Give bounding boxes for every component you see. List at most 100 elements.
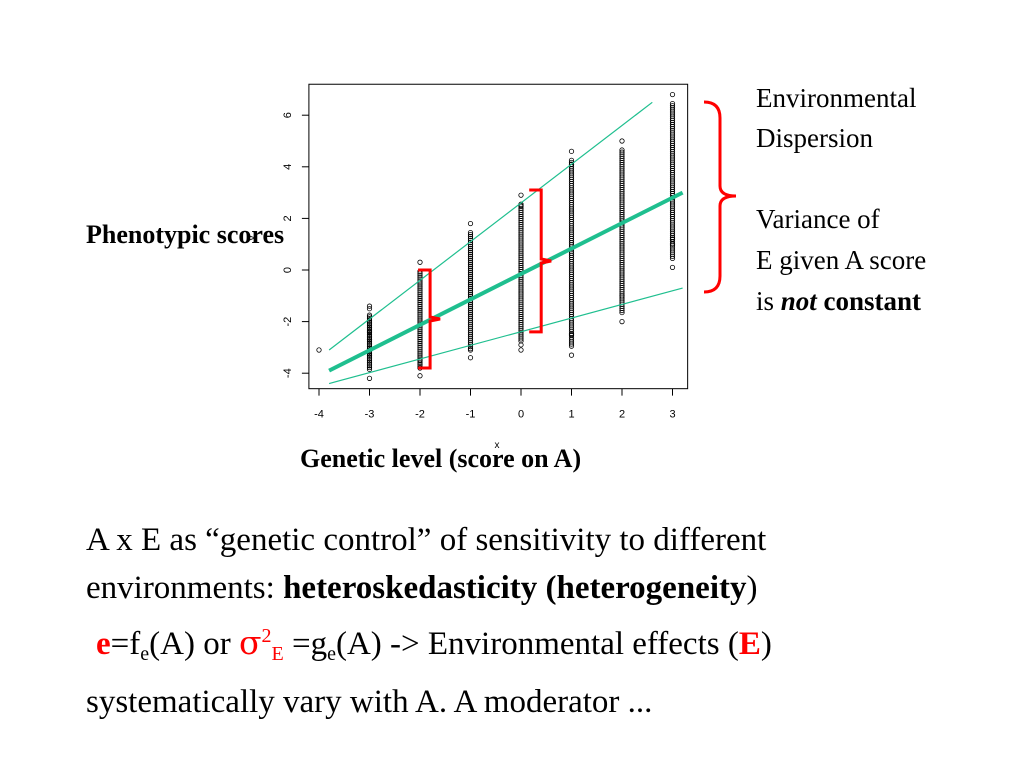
data-point [619,318,625,325]
environmental-dispersion-brace [703,100,737,294]
sub-e2: e [327,643,336,665]
data-point [417,284,423,290]
close-paren: ) [760,626,772,662]
axes: -4 -3 -2 -1 0 1 2 3 -4 -2 0 2 4 6 [282,112,676,421]
data-point [417,309,423,315]
data-point [467,229,474,236]
data-point [417,297,423,304]
data-point [518,192,524,198]
data-point [366,356,373,362]
data-point [417,342,423,348]
data-point [417,340,423,346]
y-axis-title: Phenotypic scores [86,220,285,249]
data-point [366,361,373,367]
data-point [366,326,373,332]
data-point [417,344,423,350]
data-point [417,307,423,313]
data-point [417,288,423,294]
body-line-2: environments: heteroskedasticity (hetero… [86,564,986,612]
data-point [417,346,423,352]
fit-line-lower [328,287,683,385]
symbol-e: e [96,626,111,662]
data-point [417,278,423,284]
data-point [366,306,373,312]
data-point [467,220,474,227]
y-tick-label: -4 [282,368,294,378]
data-point [417,272,423,278]
data-point [366,340,373,346]
data-point [417,303,423,309]
y-tick-label: 2 [282,215,294,221]
data-point [366,359,373,365]
data-point [366,375,373,381]
data-points [316,91,676,381]
data-point [366,352,373,358]
data-point [417,292,423,298]
data-point [366,312,373,318]
data-point [366,338,373,344]
x-axis-name: x [495,440,500,451]
x-tick-label: 0 [518,409,524,421]
sigma-symbol: σ [238,623,262,662]
eq-ge: =g [283,626,328,662]
data-point [467,355,474,361]
sub-E: E [271,643,284,665]
data-point [417,331,423,337]
annotation-constant: constant [816,286,922,316]
data-point [417,294,423,300]
data-point [366,323,373,329]
x-axis-title: Genetic level (score on A) [300,444,582,473]
data-point [366,321,373,327]
data-point [417,352,423,358]
a-or: (A) or [149,626,239,662]
data-point [568,157,575,163]
env-effects: (A) -> Environmental effects ( [335,626,739,662]
data-point [366,337,373,343]
annotation-not: not [780,286,817,316]
data-point [417,315,423,321]
fit-line-mean [328,190,684,373]
x-tick-label: -2 [415,409,425,421]
data-point [417,338,423,345]
red-braces [418,188,552,370]
data-point [669,100,676,107]
data-point [669,103,676,109]
body-line-2-bold: heteroskedasticity (heterogeneity [283,570,747,606]
plot-frame [308,83,689,390]
data-point [417,313,423,319]
data-point [417,350,423,356]
data-point [417,332,423,339]
data-point [518,203,524,209]
annotation-line-3: Variance of [756,204,880,234]
data-point [619,138,625,144]
sup-2: 2 [261,625,272,647]
y-axis-name: y [247,236,258,241]
y-tick-label: 4 [282,164,294,170]
data-point [417,334,423,341]
data-point [518,342,524,348]
x-tick-label: -3 [365,409,375,421]
fit-line-upper [328,101,653,351]
data-point [417,282,423,288]
data-point [417,329,423,335]
body-line-2-suffix: ) [746,570,758,606]
data-point [417,286,423,292]
data-point [366,364,373,371]
data-point [417,311,423,317]
symbol-E: E [738,626,761,662]
data-point [417,348,423,354]
eq-fe: =f [110,626,141,662]
x-tick-label: 2 [619,409,625,421]
data-point [366,363,373,369]
data-point [417,274,423,280]
data-point [417,290,423,296]
data-point [417,360,423,366]
data-point [467,231,474,238]
annotation-line-5: is not constant [756,281,921,321]
sub-e: e [140,643,150,665]
data-point [366,354,373,360]
body-line-2-prefix: environments: [86,570,284,606]
y-tick-label: 6 [282,112,294,118]
data-point [568,352,575,358]
data-point [366,331,373,337]
